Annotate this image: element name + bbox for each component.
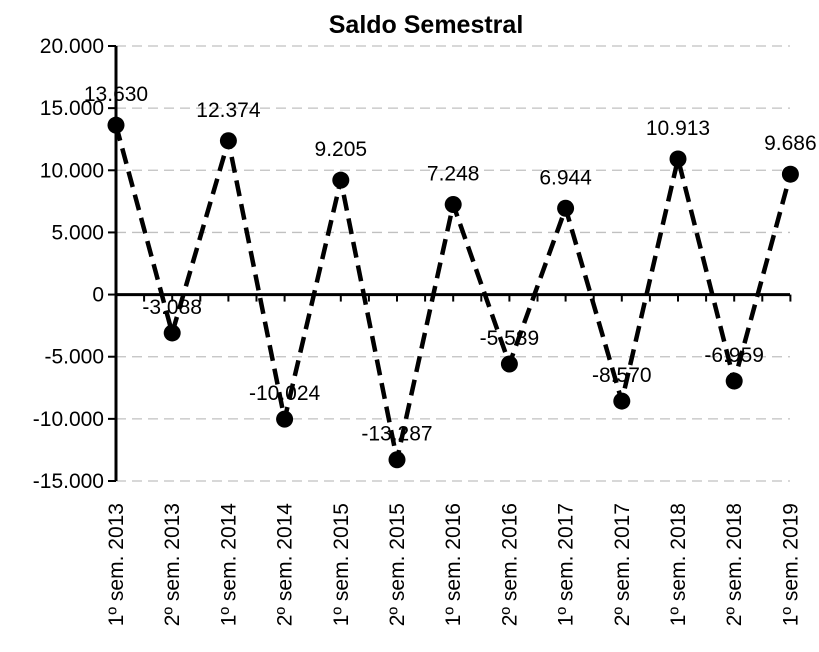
x-tick-label: 2º sem. 2017 xyxy=(611,503,634,626)
data-label: -8.570 xyxy=(592,364,652,387)
data-point xyxy=(613,392,631,410)
x-tick-label: 1º sem. 2016 xyxy=(442,503,465,626)
data-point xyxy=(332,171,350,189)
x-tick-label: 1º sem. 2015 xyxy=(330,503,353,626)
data-point xyxy=(725,372,743,390)
y-axis-ticks: 20.000 15.000 10.000 5.000 0 -5.000 -10.000 -15… xyxy=(33,35,116,493)
data-point xyxy=(388,451,406,469)
x-tick-label: 1º sem. 2017 xyxy=(555,503,578,626)
data-label: -10.024 xyxy=(249,382,321,405)
x-tick-label: 1º sem. 2019 xyxy=(779,503,802,626)
x-axis-ticks: 1º sem. 2013 2º sem. 2013 1º sem. 2014 2º s… xyxy=(105,294,802,627)
x-tick-label: 2º sem. 2014 xyxy=(274,503,297,627)
data-point xyxy=(781,165,799,183)
data-points xyxy=(107,116,799,469)
data-labels: 13.630 -3.088 12.374 -10.024 9.205 -13.287 7.2… xyxy=(84,83,817,446)
grid-lines xyxy=(116,45,790,482)
y-tick-label: 15.000 xyxy=(40,97,104,120)
data-label: 9.686 xyxy=(764,132,817,155)
data-point xyxy=(163,324,181,342)
data-label: 9.205 xyxy=(315,138,368,161)
x-tick-label: 2º sem. 2013 xyxy=(161,503,184,626)
data-label: 7.248 xyxy=(427,162,480,185)
data-point xyxy=(107,116,125,134)
y-tick-label: -15.000 xyxy=(33,470,104,493)
x-tick-label: 2º sem. 2018 xyxy=(723,503,746,626)
data-point xyxy=(219,132,237,150)
x-tick-label: 1º sem. 2013 xyxy=(105,503,128,626)
y-tick-label: 20.000 xyxy=(40,35,104,58)
x-tick-label: 1º sem. 2014 xyxy=(217,503,240,627)
y-tick-label: 0 xyxy=(92,284,104,307)
x-tick-label: 2º sem. 2016 xyxy=(498,503,521,626)
y-tick-label: 5.000 xyxy=(51,221,104,244)
data-point xyxy=(500,355,518,373)
data-label: 12.374 xyxy=(196,99,261,122)
y-tick-label: -10.000 xyxy=(33,408,104,431)
data-label: 10.913 xyxy=(646,117,710,140)
chart-title: Saldo Semestral xyxy=(329,11,524,39)
data-label: 13.630 xyxy=(84,83,148,106)
y-tick-label: -5.000 xyxy=(44,346,104,369)
data-label: -5.589 xyxy=(480,327,540,350)
data-point xyxy=(444,195,462,213)
data-label: -6.959 xyxy=(704,344,764,367)
data-point xyxy=(557,199,575,217)
data-point xyxy=(669,150,687,168)
data-label: 6.944 xyxy=(539,166,592,189)
data-label: -3.088 xyxy=(142,296,202,319)
data-point xyxy=(276,410,294,428)
data-label: -13.287 xyxy=(361,423,432,446)
y-tick-label: 10.000 xyxy=(40,159,104,182)
x-tick-label: 2º sem. 2015 xyxy=(386,503,409,626)
x-tick-label: 1º sem. 2018 xyxy=(667,503,690,626)
